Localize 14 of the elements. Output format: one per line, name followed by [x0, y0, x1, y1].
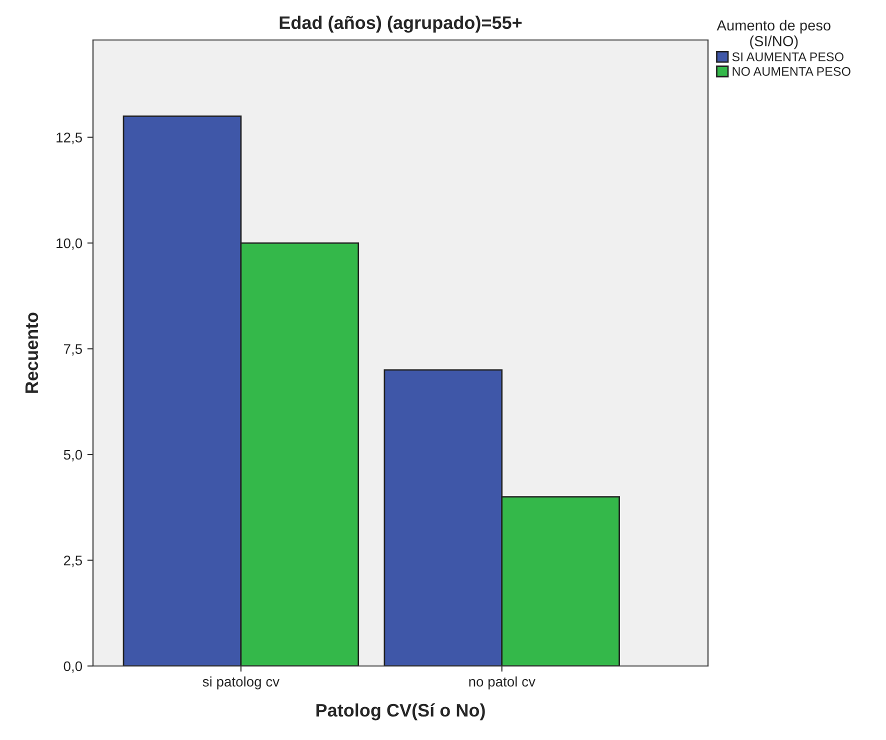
y-tick-label: 2,5 — [64, 556, 82, 568]
x-tick-label: si patolog cv — [202, 676, 280, 690]
legend-title: Aumento de peso (SI/NO) — [716, 20, 830, 50]
y-tick-label: 5,0 — [64, 450, 82, 462]
y-tick-label: 0,0 — [64, 661, 82, 673]
y-axis-title: Recuento — [25, 312, 38, 393]
y-tick-label: 12,5 — [56, 132, 82, 144]
x-axis-title: Patolog CV(Sí o No) — [316, 703, 485, 720]
legend-label: SI AUMENTA PESO — [732, 52, 844, 62]
y-tick-label: 7,5 — [64, 344, 82, 356]
chart-title: Edad (años) (agrupado)=55+ — [280, 16, 522, 33]
y-tick-label: 10,0 — [56, 238, 82, 250]
x-tick-label: no patol cv — [469, 676, 536, 690]
legend-label: NO AUMENTA PESO — [732, 67, 850, 76]
